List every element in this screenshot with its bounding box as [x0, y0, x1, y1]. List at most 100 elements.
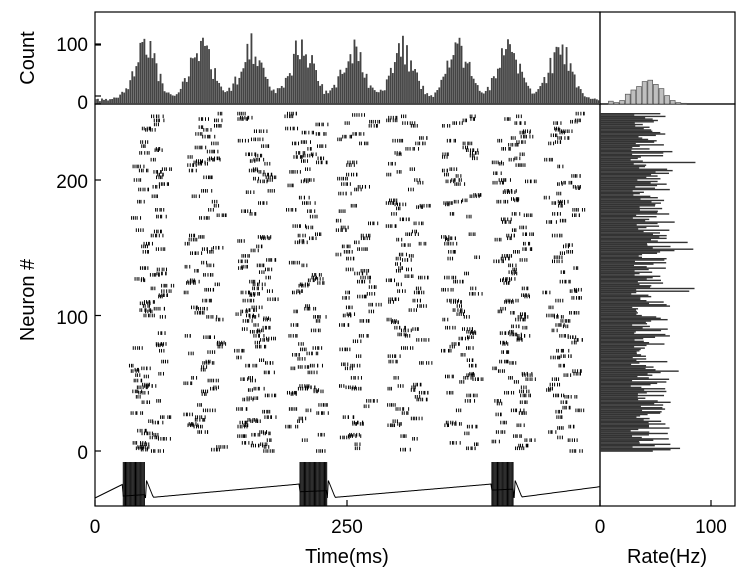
- count-bar: [432, 96, 435, 104]
- neuron-rate-bar: [600, 302, 650, 305]
- neuron-rate-bar: [600, 182, 651, 184]
- count-bar: [313, 63, 315, 104]
- count-bar: [543, 77, 546, 104]
- count-bar: [466, 63, 469, 104]
- neuron-rate-bar: [600, 247, 653, 249]
- neuron-rate-bar: [600, 192, 640, 195]
- neuron-rate-bar: [600, 257, 667, 260]
- count-bar: [266, 78, 269, 104]
- count-bar: [327, 93, 330, 104]
- neuron-rate-bar: [600, 156, 641, 158]
- neuron-rate-bar: [600, 420, 662, 422]
- neuron-rate-bar: [600, 142, 636, 145]
- neuron-rate-bar: [600, 375, 638, 378]
- count-bar: [517, 73, 519, 104]
- neuron-rate-bar: [600, 169, 673, 172]
- neuron-rate-bar: [600, 190, 633, 192]
- neuron-rate-bar: [600, 356, 633, 359]
- rate-histogram-bar: [664, 95, 670, 105]
- count-bar: [509, 44, 511, 104]
- neuron-rate-bar: [600, 290, 690, 292]
- count-bar: [282, 87, 285, 104]
- count-bar: [157, 81, 160, 104]
- count-bar: [165, 92, 168, 104]
- rate-histogram-bar: [636, 86, 642, 105]
- count-bar: [119, 94, 122, 104]
- count-bar: [191, 58, 194, 104]
- neuron-rate-bar: [600, 217, 633, 219]
- neuron-rate-bar: [600, 285, 652, 287]
- count-bar: [133, 76, 136, 104]
- raster-frame: [94, 103, 601, 507]
- neuron-rate-bar: [600, 417, 650, 420]
- neuron-rate-bar: [600, 386, 642, 389]
- count-bar: [208, 49, 210, 104]
- count-bar: [440, 79, 443, 104]
- count-bar: [442, 76, 445, 104]
- count-bar: [276, 88, 279, 104]
- neuron-rate-bar: [600, 335, 670, 337]
- count-bar: [103, 99, 105, 104]
- count-bar: [301, 39, 303, 104]
- count-bar: [173, 95, 176, 104]
- count-bar: [123, 92, 126, 104]
- count-bar: [470, 76, 473, 104]
- neuron-rate-bar: [600, 253, 643, 256]
- neuron-rate-bar: [600, 355, 646, 357]
- neuron-rate-bar: [600, 398, 639, 401]
- neuron-rate-bar: [600, 382, 658, 385]
- count-bar: [349, 54, 352, 104]
- count-bar: [472, 78, 475, 104]
- neuron-rate-bar: [600, 164, 647, 166]
- neuron-rate-bar: [600, 328, 668, 330]
- neuron-rate-bar: [600, 251, 661, 253]
- neuron-rate-bar: [600, 281, 638, 283]
- count-bar: [141, 41, 144, 104]
- neuron-rate-bar: [600, 412, 661, 414]
- count-bar: [169, 94, 172, 104]
- neuron-tick-label-200: 200: [56, 172, 88, 193]
- count-bar: [539, 86, 542, 104]
- count-bar: [202, 37, 204, 105]
- count-bar: [115, 97, 118, 104]
- neuron-tick-label-100: 100: [56, 308, 88, 329]
- rate-histogram-bar: [641, 81, 648, 105]
- neuron-rate-bar: [600, 321, 646, 324]
- tick-marks: [94, 43, 712, 506]
- count-bar: [244, 62, 247, 104]
- count-bar: [193, 57, 196, 104]
- rate-histogram-bar: [619, 100, 625, 105]
- neuron-rate-bar: [600, 360, 668, 363]
- neuron-rate-bar: [600, 294, 649, 296]
- count-bar: [513, 53, 515, 104]
- count-bar: [248, 59, 251, 104]
- neuron-rate-bar: [600, 130, 653, 133]
- neuron-rate-bar: [600, 172, 669, 175]
- neuron-rate-bar: [600, 145, 640, 147]
- count-bar: [139, 42, 142, 104]
- neuron-rate-bar: [600, 385, 631, 387]
- count-bar: [196, 53, 198, 104]
- neuron-rate-bar: [600, 260, 635, 263]
- neuron-rate-bar: [600, 408, 666, 410]
- count-bar: [571, 71, 574, 104]
- count-bar: [492, 76, 495, 104]
- count-bar: [228, 87, 231, 104]
- count-bar: [179, 88, 182, 104]
- count-bar: [299, 59, 301, 104]
- neuron-rate-bar: [600, 176, 647, 179]
- neuron-rate-bar: [600, 423, 666, 425]
- count-bar: [436, 90, 439, 104]
- count-bar: [181, 81, 184, 104]
- neuron-rate-bar: [600, 449, 671, 451]
- neuron-rate-bar: [600, 402, 655, 405]
- count-bar: [333, 84, 336, 104]
- neuron-rate-bar: [600, 336, 656, 338]
- neuron-rate-bar: [600, 248, 694, 250]
- rate-tick-label-100: 100: [695, 517, 727, 538]
- count-bar: [523, 77, 526, 104]
- count-bar: [383, 90, 386, 104]
- count-bar: [117, 97, 120, 104]
- count-bar: [252, 63, 255, 104]
